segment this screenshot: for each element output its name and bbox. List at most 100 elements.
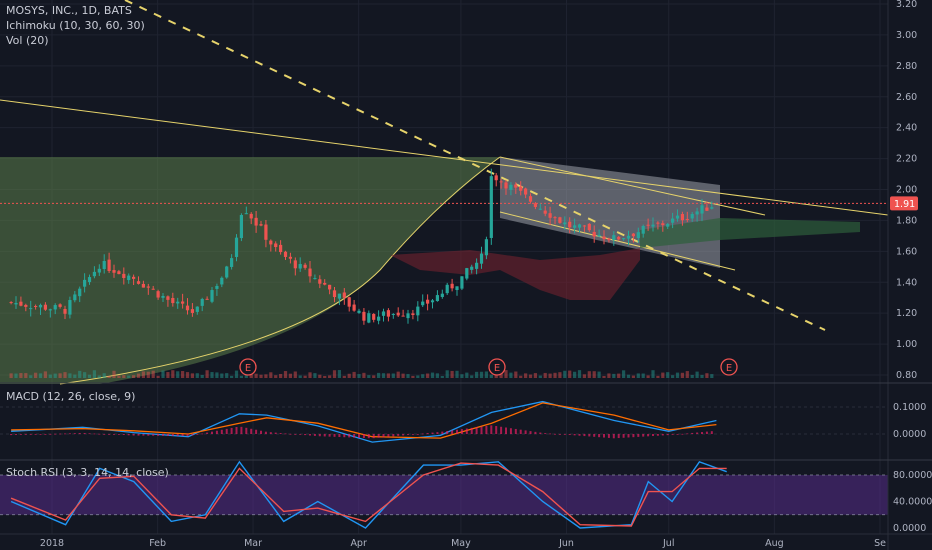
volume-bar bbox=[347, 373, 351, 378]
price-axis[interactable]: 3.20 3.00 2.80 2.60 2.40 2.20 2.00 1.80 1.60 1.40… bbox=[893, 0, 932, 534]
candle-body bbox=[234, 237, 239, 257]
stoch-series bbox=[10, 460, 727, 529]
volume-bar bbox=[592, 371, 596, 378]
candle-body bbox=[239, 214, 244, 239]
candle-body bbox=[210, 290, 214, 302]
signal-line bbox=[11, 402, 717, 439]
macd-histogram-bar bbox=[431, 432, 434, 434]
candle-body bbox=[690, 214, 694, 219]
candle-body bbox=[426, 299, 430, 304]
stoch-d-line bbox=[10, 462, 727, 527]
time-tick-label: Feb bbox=[149, 538, 166, 549]
candle-body bbox=[215, 285, 219, 289]
macd-histogram-bar bbox=[411, 434, 414, 435]
volume-bar bbox=[283, 371, 288, 378]
symbol-label[interactable]: MOSYS, INC., 1D, BATS bbox=[6, 4, 132, 17]
macd-histogram-bar bbox=[318, 434, 321, 437]
macd-histogram-bar bbox=[387, 434, 390, 437]
volume-bar bbox=[78, 370, 82, 378]
macd-histogram-bar bbox=[509, 428, 512, 434]
volume-bar bbox=[171, 370, 175, 378]
macd-histogram-bar bbox=[289, 433, 292, 435]
macd-histogram-bar bbox=[456, 429, 459, 434]
macd-histogram-bar bbox=[407, 434, 410, 435]
candle-body bbox=[122, 273, 126, 278]
volume-bar bbox=[489, 374, 493, 378]
macd-label[interactable]: MACD (12, 26, close, 9) bbox=[6, 390, 136, 403]
macd-histogram-bar bbox=[117, 434, 120, 435]
volume-bar bbox=[675, 372, 680, 378]
volume-bar bbox=[215, 372, 219, 378]
stoch-k-line bbox=[10, 460, 727, 529]
volume-bar bbox=[411, 375, 415, 378]
macd-histogram-bar bbox=[157, 434, 160, 436]
macd-histogram-bar bbox=[211, 431, 214, 434]
candle-body bbox=[372, 313, 376, 320]
macd-histogram-bar bbox=[19, 434, 22, 435]
volume-label[interactable]: Vol (20) bbox=[6, 34, 49, 47]
candle-body bbox=[146, 286, 150, 288]
candle-body bbox=[112, 270, 116, 273]
volume-bar bbox=[92, 370, 97, 378]
candle-body bbox=[308, 268, 312, 277]
earnings-marker-label: E bbox=[245, 363, 251, 374]
volume-bar bbox=[249, 373, 253, 378]
candle-body bbox=[43, 304, 48, 310]
candle-body bbox=[92, 271, 97, 277]
macd-histogram-bar bbox=[313, 434, 316, 436]
macd-histogram-bar bbox=[353, 434, 356, 438]
candle-body bbox=[225, 266, 229, 278]
candle-body bbox=[617, 236, 621, 240]
macd-histogram-bar bbox=[652, 434, 655, 437]
macd-histogram-bar bbox=[44, 434, 47, 435]
macd-histogram-bar bbox=[647, 434, 650, 437]
volume-bar bbox=[416, 375, 420, 378]
candle-body bbox=[573, 225, 577, 228]
macd-histogram-bar bbox=[470, 427, 473, 434]
macd-histogram-bar bbox=[534, 431, 537, 434]
time-axis[interactable]: 2018 Feb Mar Apr May Jun Jul Aug Se bbox=[40, 538, 886, 549]
volume-bar bbox=[626, 374, 631, 378]
ichimoku-label[interactable]: Ichimoku (10, 30, 60, 30) bbox=[6, 19, 145, 32]
volume-bar bbox=[337, 370, 342, 378]
candle-body bbox=[190, 309, 195, 313]
macd-histogram-bar bbox=[666, 434, 669, 436]
volume-bar bbox=[641, 373, 645, 378]
volume-bar bbox=[406, 374, 410, 378]
macd-tick-label: 0.1000 bbox=[893, 402, 926, 413]
curved-fill-region bbox=[0, 157, 500, 384]
volume-bar bbox=[102, 373, 106, 378]
candle-body bbox=[597, 234, 601, 237]
volume-bar bbox=[234, 370, 239, 378]
macd-histogram-bar bbox=[436, 432, 439, 434]
last-price-text: 1.91 bbox=[894, 199, 915, 210]
candle-body bbox=[430, 300, 435, 303]
earnings-marker bbox=[488, 358, 506, 376]
volume-bar bbox=[568, 370, 572, 378]
volume-bar bbox=[288, 373, 293, 378]
volume-bar bbox=[122, 375, 126, 378]
macd-histogram-bar bbox=[441, 431, 444, 434]
macd-histogram-bar bbox=[122, 434, 125, 436]
candle-body bbox=[710, 207, 714, 209]
stoch-rsi-label[interactable]: Stoch RSI (3, 3, 14, 14, close) bbox=[6, 466, 169, 479]
candle-body bbox=[504, 182, 508, 189]
volume-bar bbox=[146, 371, 150, 378]
volume-bar bbox=[303, 375, 307, 378]
candle-body bbox=[332, 290, 337, 298]
volume-bar bbox=[700, 374, 704, 378]
volume-bar bbox=[342, 375, 346, 378]
candle-body bbox=[288, 256, 293, 259]
macd-histogram-bar bbox=[113, 434, 116, 435]
volume-bar bbox=[136, 373, 141, 378]
macd-histogram-bar bbox=[656, 434, 659, 436]
macd-histogram-bar bbox=[524, 430, 527, 434]
volume-bar bbox=[63, 372, 67, 378]
macd-histogram-bar bbox=[333, 434, 336, 437]
macd-histogram-bar bbox=[460, 429, 463, 434]
volume-bar bbox=[166, 372, 170, 378]
candle-body bbox=[602, 236, 606, 240]
candle-body bbox=[538, 208, 542, 210]
volume-bar bbox=[573, 371, 577, 378]
